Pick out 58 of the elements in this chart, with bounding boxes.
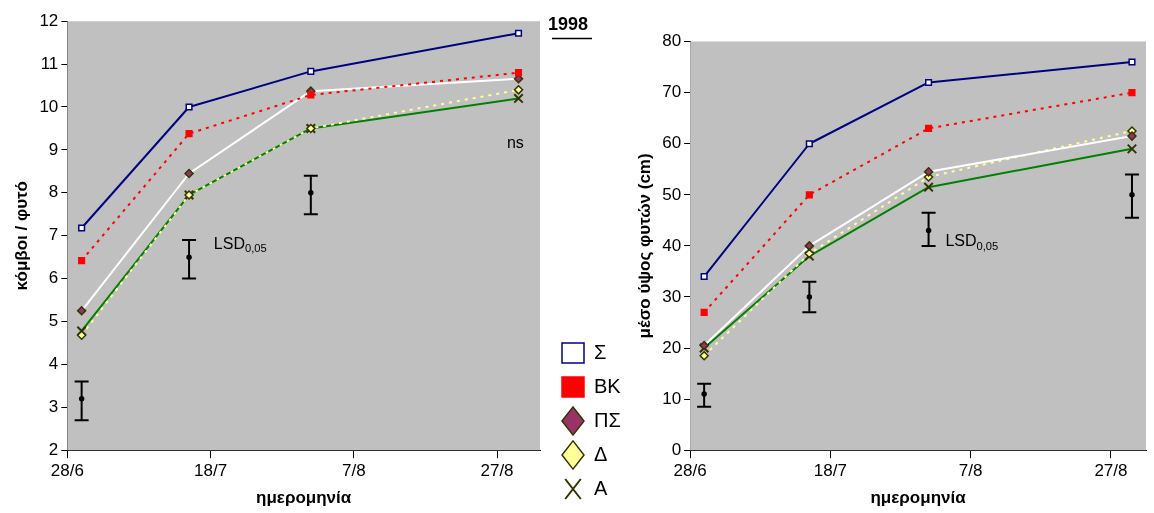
y-tick-label: 0 [671, 439, 682, 459]
y-tick-label: 3 [48, 396, 59, 416]
y-axis-title: κόμβοι / φυτό [11, 181, 31, 291]
y-tick-label: 12 [39, 10, 59, 30]
x-tick-label: 28/6 [673, 461, 707, 481]
x-tick-label: 27/8 [1094, 461, 1128, 481]
point [925, 124, 933, 133]
y-tick-label: 4 [48, 354, 59, 374]
y-tick-label: 8 [48, 182, 59, 202]
y-tick-label: 9 [48, 139, 59, 159]
legend-label: Δ [594, 442, 608, 465]
x-axis-title: ημερομηνία [256, 488, 352, 508]
y-tick-label: 7 [48, 225, 59, 245]
point [1128, 89, 1136, 97]
x-tick-label: 28/6 [50, 461, 84, 481]
chart-title: 1998 [548, 13, 589, 34]
y-tick-label: 10 [662, 388, 682, 408]
x-tick-label: 7/8 [341, 461, 366, 481]
point [805, 140, 813, 148]
y-tick-label: 30 [662, 286, 682, 306]
point [700, 272, 708, 281]
y-tick-label: 80 [662, 31, 682, 51]
y-tick-label: 40 [662, 235, 682, 255]
x-axis-title: ημερομηνία [870, 488, 967, 508]
point [78, 257, 86, 265]
x-tick-label: 27/8 [480, 461, 514, 481]
y-tick-label: 5 [48, 311, 59, 331]
point [78, 224, 86, 232]
y-tick-label: 6 [48, 268, 59, 288]
point [805, 191, 813, 199]
point [700, 308, 708, 316]
y-tick-label: 70 [662, 82, 682, 102]
y-tick-label: 60 [662, 133, 682, 153]
point [514, 69, 523, 77]
y-tick-label: 2 [48, 439, 59, 459]
legend-label: Α [594, 476, 608, 499]
x-tick-label: 7/8 [958, 461, 983, 481]
y-tick-label: 11 [40, 53, 59, 73]
y-tick-label: 50 [662, 184, 682, 204]
y-tick-label: 20 [662, 337, 682, 357]
point [76, 330, 87, 340]
point [925, 78, 933, 87]
x-tick-label: 18/7 [813, 461, 847, 481]
point [185, 130, 193, 138]
point [307, 67, 315, 75]
point [185, 103, 193, 111]
y-tick-label: 10 [39, 96, 59, 116]
point [1128, 58, 1136, 66]
annotation: ns [506, 133, 524, 151]
point [699, 350, 709, 361]
legend-label: ΠΣ [594, 408, 621, 431]
x-tick-label: 18/7 [194, 461, 228, 481]
point [307, 91, 315, 99]
point [513, 85, 524, 95]
point [514, 29, 523, 37]
legend-label: Σ [594, 340, 607, 363]
y-axis-title: μέσο ύψος φυτών (cm) [634, 153, 654, 339]
legend-label: ΒΚ [594, 374, 622, 397]
